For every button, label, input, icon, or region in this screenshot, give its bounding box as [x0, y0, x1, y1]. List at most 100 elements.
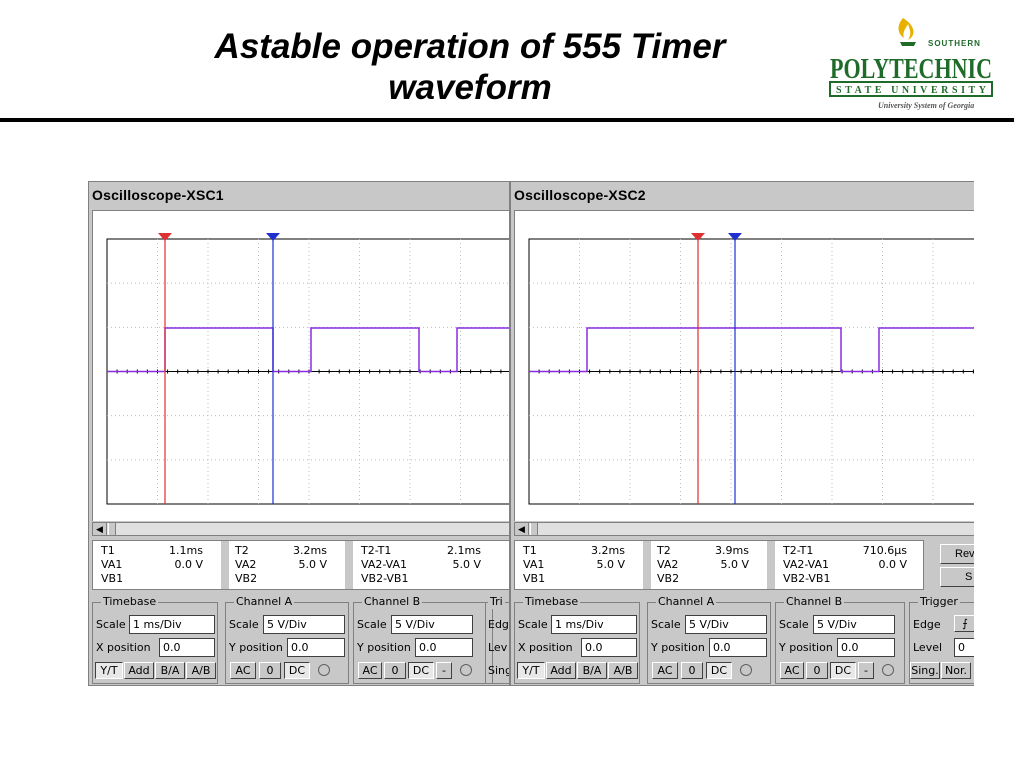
- readout-divider: [643, 541, 651, 589]
- t1-value: 3.2ms: [591, 544, 625, 557]
- channel-b-ypos-field[interactable]: 0.0: [837, 638, 895, 657]
- dt-label: T2-T1: [361, 544, 392, 557]
- yt-button[interactable]: Y/T: [95, 662, 123, 679]
- vb2-label: VB2: [235, 572, 258, 585]
- channel-a-dc-button[interactable]: DC: [284, 662, 310, 679]
- dva-value: 0.0 V: [878, 558, 907, 571]
- cursor-1-marker-icon: [158, 233, 172, 241]
- scope-display: [528, 233, 974, 505]
- reverse-button[interactable]: Rev: [940, 544, 974, 564]
- cursor-readout: T1 VA1 VB1 3.2ms 5.0 V T2 VA2 VB2 3.9ms …: [514, 540, 924, 590]
- timebase-scale-label: Scale: [518, 618, 548, 631]
- add-button[interactable]: Add: [546, 662, 576, 679]
- horizontal-scrollbar[interactable]: ◀: [514, 522, 974, 536]
- timebase-title: Timebase: [523, 595, 581, 609]
- channel-b-radio[interactable]: [460, 664, 472, 676]
- t2-value: 3.9ms: [715, 544, 749, 557]
- scroll-thumb[interactable]: [108, 523, 116, 535]
- dva-label: VA2-VA1: [361, 558, 408, 571]
- scope-screen: [92, 210, 509, 521]
- channel-a-scale-label: Scale: [229, 618, 259, 631]
- x-position-field[interactable]: 0.0: [159, 638, 215, 657]
- channel-a-ypos-field[interactable]: 0.0: [287, 638, 345, 657]
- channel-a-group: Channel A Scale 5 V/Div Y position 0.0 A…: [225, 595, 349, 684]
- t2-value: 3.2ms: [293, 544, 327, 557]
- logo-system: University System of Georgia: [878, 101, 974, 110]
- vb1-label: VB1: [523, 572, 546, 585]
- channel-a-zero-button[interactable]: 0: [681, 662, 703, 679]
- trigger-group: Tri Edg Lev Sing: [485, 595, 510, 684]
- channel-b-title: Channel B: [784, 595, 845, 609]
- logo-band: [829, 81, 993, 97]
- scope-title: Oscilloscope-XSC1: [92, 187, 224, 203]
- channel-a-scale-field[interactable]: 5 V/Div: [263, 615, 345, 634]
- trigger-title: Trigger: [918, 595, 960, 609]
- rising-edge-icon[interactable]: ⨍: [954, 615, 974, 632]
- dva-value: 5.0 V: [452, 558, 481, 571]
- normal-trigger-button[interactable]: Nor.: [941, 662, 971, 679]
- va2-value: 5.0 V: [298, 558, 327, 571]
- trigger-level-label: Level: [913, 641, 943, 654]
- trigger-level-field[interactable]: 0: [954, 638, 974, 657]
- channel-b-group: Channel B Scale 5 V/Div Y position 0.0 A…: [775, 595, 905, 684]
- channel-b-invert-button[interactable]: -: [858, 662, 874, 679]
- channel-b-scale-label: Scale: [357, 618, 387, 631]
- channel-b-invert-button[interactable]: -: [436, 662, 452, 679]
- channel-a-scale-field[interactable]: 5 V/Div: [685, 615, 767, 634]
- channel-b-radio[interactable]: [882, 664, 894, 676]
- trigger-level-label: Lev: [488, 641, 508, 654]
- channel-b-dc-button[interactable]: DC: [830, 662, 856, 679]
- slide-title-line1: Astable operation of 555 Timer: [214, 27, 726, 66]
- channel-b-ac-button[interactable]: AC: [358, 662, 382, 679]
- va1-label: VA1: [101, 558, 123, 571]
- channel-a-ac-button[interactable]: AC: [230, 662, 256, 679]
- channel-b-ypos-field[interactable]: 0.0: [415, 638, 473, 657]
- va2-label: VA2: [235, 558, 257, 571]
- ab-button[interactable]: A/B: [186, 662, 216, 679]
- channel-b-dc-button[interactable]: DC: [408, 662, 434, 679]
- channel-a-ypos-label: Y position: [229, 641, 283, 654]
- t2-label: T2: [235, 544, 249, 557]
- scope-display: [106, 233, 509, 505]
- horizontal-scrollbar[interactable]: ◀: [92, 522, 509, 536]
- scroll-thumb[interactable]: [530, 523, 538, 535]
- add-button[interactable]: Add: [124, 662, 154, 679]
- channel-b-zero-button[interactable]: 0: [806, 662, 828, 679]
- slide-title-line2: waveform: [388, 68, 552, 107]
- dt-value: 2.1ms: [447, 544, 481, 557]
- channel-a-ypos-field[interactable]: 0.0: [709, 638, 767, 657]
- channel-a-radio[interactable]: [318, 664, 330, 676]
- scroll-left-icon[interactable]: ◀: [93, 523, 107, 535]
- ba-button[interactable]: B/A: [155, 662, 185, 679]
- single-trigger-button[interactable]: Sing.: [910, 662, 940, 679]
- trigger-edge-label: Edge: [913, 618, 941, 631]
- save-button[interactable]: S: [940, 567, 974, 587]
- channel-b-group: Channel B Scale 5 V/Div Y position 0.0 A…: [353, 595, 493, 684]
- trigger-title: Tri: [488, 595, 505, 609]
- channel-a-zero-button[interactable]: 0: [259, 662, 281, 679]
- scroll-left-icon[interactable]: ◀: [515, 523, 529, 535]
- dt-label: T2-T1: [783, 544, 814, 557]
- va2-label: VA2: [657, 558, 679, 571]
- channel-a-radio[interactable]: [740, 664, 752, 676]
- logo-polytechnic: POLYTECHNIC: [830, 53, 992, 85]
- channel-a-ac-button[interactable]: AC: [652, 662, 678, 679]
- channel-b-scale-field[interactable]: 5 V/Div: [813, 615, 895, 634]
- va1-label: VA1: [523, 558, 545, 571]
- x-position-field[interactable]: 0.0: [581, 638, 637, 657]
- channel-b-zero-button[interactable]: 0: [384, 662, 406, 679]
- trigger-sing-label[interactable]: Sing: [488, 664, 510, 677]
- timebase-scale-field[interactable]: 1 ms/Div: [129, 615, 215, 634]
- channel-a-dc-button[interactable]: DC: [706, 662, 732, 679]
- channel-b-scale-field[interactable]: 5 V/Div: [391, 615, 473, 634]
- va2-value: 5.0 V: [720, 558, 749, 571]
- channel-b-ac-button[interactable]: AC: [780, 662, 804, 679]
- yt-button[interactable]: Y/T: [517, 662, 545, 679]
- channel-a-ypos-label: Y position: [651, 641, 705, 654]
- ba-button[interactable]: B/A: [577, 662, 607, 679]
- va1-value: 0.0 V: [174, 558, 203, 571]
- x-position-label: X position: [518, 641, 573, 654]
- timebase-scale-field[interactable]: 1 ms/Div: [551, 615, 637, 634]
- readout-divider: [767, 541, 775, 589]
- ab-button[interactable]: A/B: [608, 662, 638, 679]
